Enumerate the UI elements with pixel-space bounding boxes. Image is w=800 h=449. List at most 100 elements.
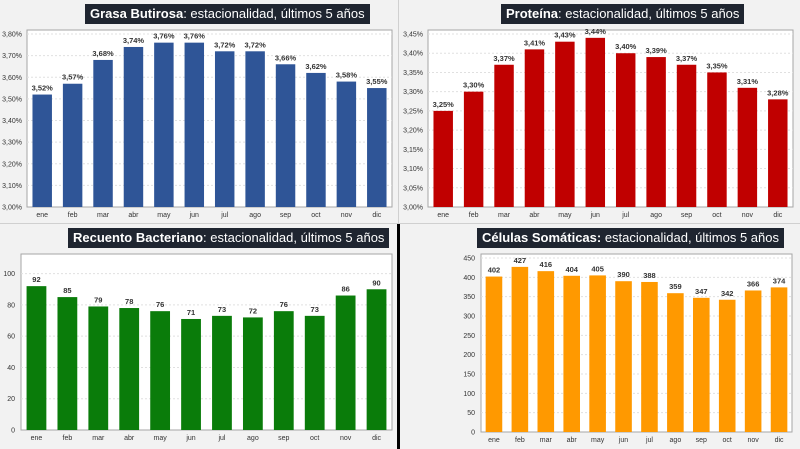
data-label: 86 <box>341 285 349 294</box>
x-tick-label: may <box>154 435 168 442</box>
bar-feb <box>62 83 83 207</box>
x-tick-label: dic <box>775 437 784 444</box>
bar-dic <box>366 289 387 430</box>
chart-title-bacteriano: Recuento Bacteriano: estacionalidad, últ… <box>68 228 390 248</box>
bar-mar <box>93 59 113 208</box>
x-tick-label: oct <box>712 212 721 219</box>
data-label: 366 <box>747 279 760 288</box>
x-tick-label: jun <box>590 212 600 219</box>
data-label: 3,76% <box>184 32 206 41</box>
x-tick-label: ago <box>249 212 261 219</box>
x-tick-label: sep <box>278 435 289 442</box>
x-tick-label: jul <box>217 435 225 442</box>
y-tick-label: 3,70% <box>2 53 22 60</box>
chart-title-rest: : estacionalidad, últimos 5 años <box>203 230 385 245</box>
x-tick-label: dic <box>773 212 782 219</box>
data-label: 72 <box>249 306 257 315</box>
chart-title-somaticas: Células Somáticas: estacionalidad, últim… <box>477 228 784 248</box>
x-tick-label: nov <box>747 437 759 444</box>
x-tick-label: jun <box>189 212 199 219</box>
bar-jun <box>181 318 201 430</box>
y-tick-label: 3,40% <box>2 118 22 125</box>
y-tick-label: 3,00% <box>403 205 423 212</box>
bar-jul <box>615 53 636 207</box>
chart-title-rest: : estacionalidad, últimos 5 años <box>558 6 740 21</box>
bar-nov <box>744 290 762 432</box>
chart-title-bold: Proteína <box>506 6 559 21</box>
x-tick-label: ago <box>670 437 682 444</box>
data-label: 427 <box>514 256 527 265</box>
bar-sep <box>275 64 296 208</box>
x-tick-label: oct <box>310 435 319 442</box>
y-tick-label: 50 <box>467 410 475 417</box>
bar-jun <box>184 42 205 208</box>
bar-abr <box>119 308 140 430</box>
y-tick-label: 3,15% <box>403 147 423 154</box>
y-tick-label: 200 <box>463 352 475 359</box>
bar-nov <box>336 81 357 207</box>
x-tick-label: sep <box>696 437 707 444</box>
y-tick-label: 0 <box>471 430 475 437</box>
chart-proteina: 3,00% 3,05% 3,10% 3,15% 3,20% 3,25% 3,30% 3,35%… <box>403 27 794 219</box>
x-tick-label: nov <box>341 212 353 219</box>
chart-title-grasa: Grasa Butirosa: estacionalidad, últimos … <box>85 4 370 24</box>
data-label: 3,74% <box>123 36 145 45</box>
data-label: 3,52% <box>32 84 54 93</box>
y-tick-label: 3,30% <box>2 140 22 147</box>
chart-somaticas: 0 50 100 150 200 250 300 350 400 450 402 ene 427 feb 4… <box>463 253 793 444</box>
bar-ene <box>433 110 453 207</box>
chart-grasa: 3,00% 3,10% 3,20% 3,30% 3,40% 3,50% 3,60% 3,70%… <box>2 29 393 219</box>
bar-ago <box>242 317 263 430</box>
bar-oct <box>304 315 325 430</box>
x-tick-label: feb <box>68 212 78 219</box>
chart-title-bold: Células Somáticas: <box>482 230 602 245</box>
bar-jul <box>212 315 232 430</box>
data-label: 78 <box>125 297 133 306</box>
x-tick-label: ago <box>247 435 259 442</box>
data-label: 3,57% <box>62 73 84 82</box>
x-tick-label: may <box>558 212 572 219</box>
x-tick-label: sep <box>280 212 291 219</box>
x-tick-label: may <box>591 437 605 444</box>
y-tick-label: 20 <box>7 396 15 403</box>
bar-feb <box>511 266 529 432</box>
bar-nov <box>737 87 758 207</box>
data-label: 3,37% <box>493 54 515 63</box>
bar-dic <box>768 99 788 207</box>
y-tick-label: 3,30% <box>403 89 423 96</box>
data-label: 73 <box>311 305 319 314</box>
data-label: 76 <box>156 300 164 309</box>
y-tick-label: 80 <box>7 302 15 309</box>
x-tick-label: jun <box>185 435 195 442</box>
y-tick-label: 3,10% <box>2 183 22 190</box>
bar-abr <box>123 46 144 207</box>
bar-ene <box>485 276 503 432</box>
bar-sep <box>676 64 697 207</box>
bar-sep <box>692 297 710 432</box>
x-tick-label: ene <box>437 212 449 219</box>
y-tick-label: 60 <box>7 334 15 341</box>
x-tick-label: jul <box>220 212 228 219</box>
bar-ene <box>32 94 52 207</box>
x-tick-label: ago <box>650 212 662 219</box>
data-label: 3,44% <box>585 27 607 36</box>
data-label: 3,76% <box>153 32 175 41</box>
bar-abr <box>563 275 581 432</box>
data-label: 3,37% <box>676 54 698 63</box>
bar-may <box>150 311 171 430</box>
data-label: 92 <box>32 275 40 284</box>
bar-may <box>154 42 174 208</box>
bar-mar <box>88 306 109 430</box>
data-label: 402 <box>488 266 501 275</box>
plot-area <box>480 253 793 433</box>
x-tick-label: ene <box>36 212 48 219</box>
x-tick-label: feb <box>469 212 479 219</box>
data-label: 3,35% <box>706 61 728 70</box>
data-label: 3,25% <box>433 100 455 109</box>
bar-dic <box>367 88 387 207</box>
x-tick-label: jul <box>621 212 629 219</box>
data-label: 342 <box>721 289 734 298</box>
y-tick-label: 3,25% <box>403 108 423 115</box>
bar-may <box>555 41 575 207</box>
y-tick-label: 100 <box>463 391 475 398</box>
